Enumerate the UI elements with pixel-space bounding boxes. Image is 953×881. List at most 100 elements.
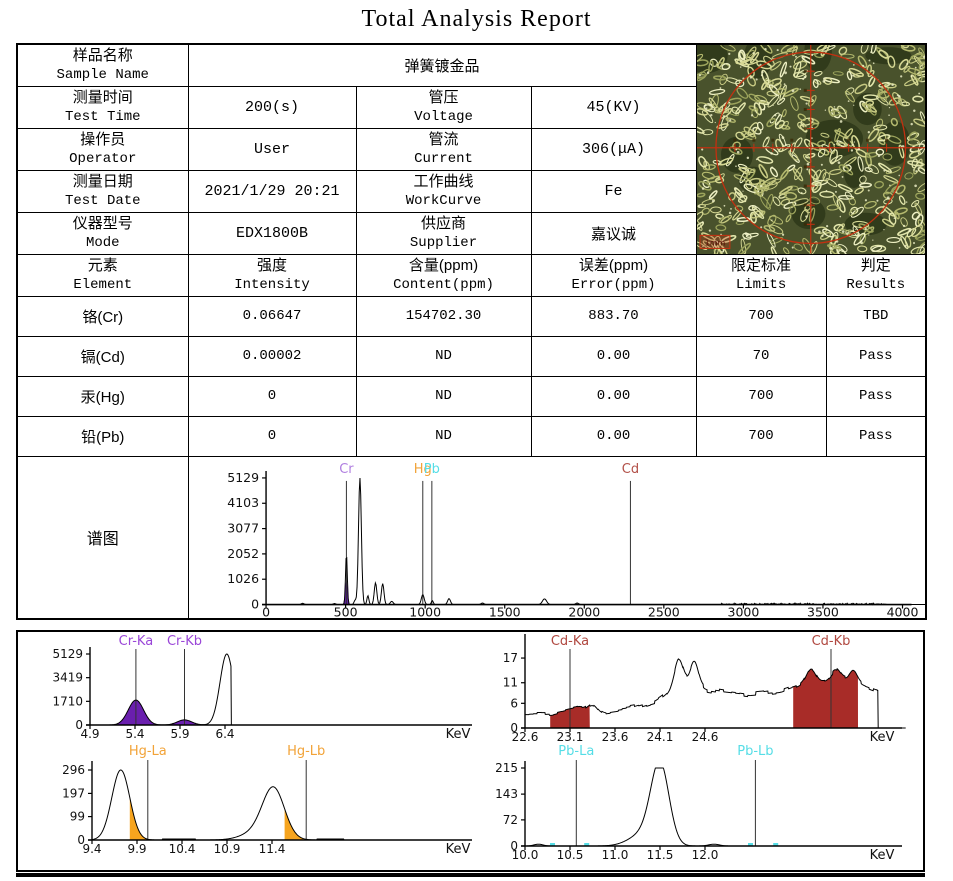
cd-chart: Cd-Ka Cd-Kb 22.6 23.1 23.6 24.1 24.6 0 6 11 17 KeV [478,634,921,746]
svg-text:0: 0 [251,596,259,611]
spectrum-chart-cell: Cr Hg Pb Cd 0 500 1000 1500 2000 2500 3000 3500 4000… [187,455,927,620]
svg-text:10.4: 10.4 [169,842,196,856]
voltage-value: 45(KV) [530,85,697,129]
current-label: 管流 Current [355,127,532,171]
svg-text:5.4: 5.4 [125,727,144,741]
svg-text:10.9: 10.9 [214,842,241,856]
svg-text:22.6: 22.6 [512,730,539,744]
element-cell: Pass [825,375,927,417]
svg-text:Hg: Hg [413,461,431,476]
svg-text:4103: 4103 [227,495,259,510]
svg-text:4.9: 4.9 [80,727,99,741]
element-header-cell: 误差(ppm) Error(ppm) [530,253,697,297]
element-cell: 汞(Hg) [16,375,189,417]
element-row: 镉(Cd) 0.00002 ND 0.00 70 Pass [16,335,927,377]
svg-text:10.5: 10.5 [557,848,584,862]
info-row-sample: 样品名称 Sample Name 弹簧镀金品 1mm [16,43,927,255]
element-cell: 0 [187,375,357,417]
sample-name-label: 样品名称 Sample Name [16,43,189,87]
svg-text:3077: 3077 [227,520,259,535]
svg-text:0: 0 [77,833,85,847]
element-header-cell: 含量(ppm) Content(ppm) [355,253,532,297]
element-cell: 70 [695,335,827,377]
svg-text:9.9: 9.9 [127,842,146,856]
element-cell: 0.00 [530,415,697,457]
cr-chart-svg: Cr-Ka Cr-Kb 4.9 5.4 5.9 6.4 0 1710 3419 5129 KeV [52,634,472,742]
svg-text:0: 0 [262,604,270,618]
svg-text:3500: 3500 [807,604,839,618]
svg-text:0: 0 [510,839,518,853]
svg-text:KeV: KeV [870,730,895,745]
element-cell: 700 [695,375,827,417]
svg-text:KeV: KeV [446,727,471,742]
svg-text:Cr: Cr [339,461,354,476]
hg-chart-svg: Hg-La Hg-Lb 9.4 9.9 10.4 10.9 11.4 0 99 197 296 KeV [62,744,472,857]
element-cell: 铅(Pb) [16,415,189,457]
svg-text:1500: 1500 [488,604,520,618]
svg-text:6: 6 [510,696,518,710]
svg-text:5.9: 5.9 [170,727,189,741]
mode-label: 仪器型号 Mode [16,211,189,255]
element-charts-panel: Cr-Ka Cr-Kb 4.9 5.4 5.9 6.4 0 1710 3419 5129 KeV C… [16,630,925,872]
svg-text:2052: 2052 [227,545,259,560]
svg-text:9.4: 9.4 [82,842,101,856]
svg-text:Hg-La: Hg-La [129,744,167,759]
svg-text:23.6: 23.6 [602,730,629,744]
svg-text:Hg-Lb: Hg-Lb [287,744,325,759]
test-date-value: 2021/1/29 20:21 [187,169,357,213]
pb-chart: Pb-La Pb-Lb 10.0 10.5 11.0 11.5 12.0 0 72 143 215 K… [478,744,921,867]
current-value: 306(μA) [530,127,697,171]
svg-text:0: 0 [510,721,518,735]
element-header-cell: 强度 Intensity [187,253,357,297]
sample-name-value: 弹簧镀金品 [187,43,697,87]
element-cell: ND [355,415,532,457]
element-cell: ND [355,335,532,377]
operator-value: User [187,127,357,171]
report-table: 样品名称 Sample Name 弹簧镀金品 1mm 测量时间 Test Time… [16,43,928,620]
workcurve-label: 工作曲线 WorkCurve [355,169,532,213]
info-row-4: 仪器型号 Mode EDX1800B 供应商 Supplier 嘉议诚 [16,211,926,255]
element-cell: 铬(Cr) [16,295,189,337]
element-cell: 700 [695,415,827,457]
element-header-cell: 限定标准 Limits [695,253,827,297]
spectrum-row: 谱图 Cr Hg Pb Cd 0 500 1000 1500 2000 2500 3000 3500 4… [16,455,927,620]
svg-text:Cr-Ka: Cr-Ka [119,634,154,649]
element-cell: Pass [825,335,927,377]
svg-text:11.0: 11.0 [602,848,629,862]
svg-text:Pb: Pb [423,461,439,476]
svg-text:11.5: 11.5 [647,848,674,862]
svg-text:11: 11 [503,676,518,690]
svg-text:11.4: 11.4 [259,842,286,856]
svg-text:215: 215 [495,761,518,775]
test-time-label: 测量时间 Test Time [16,85,189,129]
svg-text:Cr-Kb: Cr-Kb [167,634,202,649]
svg-text:5129: 5129 [227,469,259,484]
svg-text:23.1: 23.1 [557,730,584,744]
svg-text:2500: 2500 [647,604,679,618]
element-cell: 0.00 [530,335,697,377]
svg-text:143: 143 [495,787,518,801]
element-cell: 0.06647 [187,295,357,337]
info-row-2: 操作员 Operator User 管流 Current 306(μA) [16,127,926,171]
element-cell: ND [355,375,532,417]
element-cell: 镉(Cd) [16,335,189,377]
element-header-cell: 判定 Results [825,253,927,297]
info-row-3: 测量日期 Test Date 2021/1/29 20:21 工作曲线 WorkCu… [16,169,926,213]
svg-text:Cd-Ka: Cd-Ka [551,634,589,649]
svg-text:Pb-La: Pb-La [558,744,594,759]
svg-text:1000: 1000 [409,604,441,618]
sample-photo: 1mm [697,45,926,253]
svg-text:17: 17 [503,651,518,665]
operator-label: 操作员 Operator [16,127,189,171]
element-row: 铅(Pb) 0 ND 0.00 700 Pass [16,415,927,457]
element-cell: 0 [187,415,357,457]
svg-text:5129: 5129 [52,647,83,661]
element-header-row: 元素 Element 强度 Intensity 含量(ppm) Content(ppm) 误… [16,253,927,297]
svg-text:KeV: KeV [870,848,895,863]
workcurve-value: Fe [530,169,697,213]
sample-photo-svg: 1mm [697,45,926,253]
svg-text:99: 99 [70,810,85,824]
svg-text:24.6: 24.6 [692,730,719,744]
